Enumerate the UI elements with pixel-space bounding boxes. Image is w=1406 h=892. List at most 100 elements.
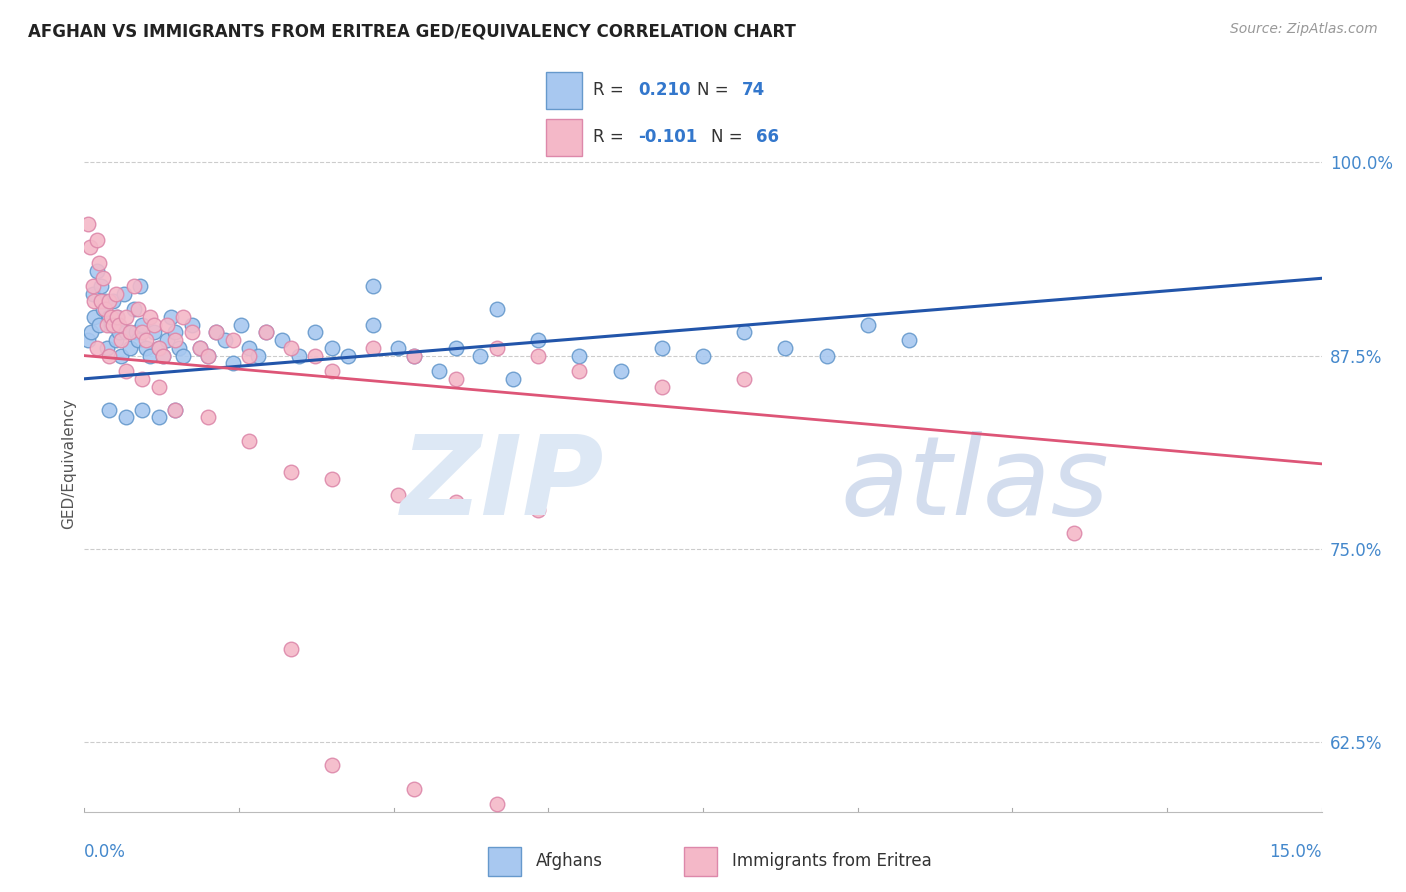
Point bbox=[280, 341, 302, 355]
Point bbox=[114, 326, 136, 340]
Point bbox=[527, 333, 550, 347]
Point bbox=[96, 341, 118, 355]
Text: Afghans: Afghans bbox=[536, 852, 603, 870]
Point bbox=[82, 279, 104, 293]
Point bbox=[172, 349, 194, 363]
Text: 0.0%: 0.0% bbox=[84, 843, 127, 861]
Point bbox=[502, 372, 524, 386]
Point bbox=[86, 233, 108, 247]
Point bbox=[108, 318, 131, 332]
Point bbox=[427, 364, 450, 378]
Point bbox=[79, 240, 101, 254]
Point bbox=[254, 326, 277, 340]
Point bbox=[148, 379, 170, 393]
Point bbox=[321, 341, 343, 355]
Text: ZIP: ZIP bbox=[401, 431, 605, 538]
Point bbox=[152, 349, 174, 363]
Point bbox=[167, 341, 190, 355]
Point bbox=[214, 333, 236, 347]
Point bbox=[165, 402, 187, 417]
Point bbox=[288, 349, 311, 363]
Point bbox=[180, 318, 202, 332]
Text: Immigrants from Eritrea: Immigrants from Eritrea bbox=[731, 852, 931, 870]
Text: -0.101: -0.101 bbox=[638, 128, 697, 146]
Point bbox=[156, 318, 179, 332]
Point bbox=[152, 349, 174, 363]
Point bbox=[103, 318, 125, 332]
Point bbox=[404, 781, 426, 796]
Point bbox=[815, 349, 838, 363]
Point bbox=[205, 326, 228, 340]
Point bbox=[172, 310, 194, 324]
Text: AFGHAN VS IMMIGRANTS FROM ERITREA GED/EQUIVALENCY CORRELATION CHART: AFGHAN VS IMMIGRANTS FROM ERITREA GED/EQ… bbox=[28, 22, 796, 40]
Point bbox=[444, 372, 467, 386]
Point bbox=[337, 349, 360, 363]
Point bbox=[105, 310, 128, 324]
Point bbox=[110, 333, 132, 347]
Text: 0.210: 0.210 bbox=[638, 81, 690, 99]
Point bbox=[651, 341, 673, 355]
Point bbox=[197, 349, 219, 363]
Point bbox=[165, 333, 187, 347]
Point bbox=[387, 341, 409, 355]
Point bbox=[82, 286, 104, 301]
Text: N =: N = bbox=[711, 128, 748, 146]
Point bbox=[98, 310, 121, 324]
Point bbox=[568, 364, 591, 378]
Point bbox=[114, 364, 136, 378]
Point bbox=[238, 434, 260, 448]
Point bbox=[98, 349, 121, 363]
Point bbox=[165, 326, 187, 340]
Point bbox=[108, 326, 131, 340]
Point bbox=[77, 217, 100, 231]
Point bbox=[165, 402, 187, 417]
Point bbox=[197, 410, 219, 425]
Point bbox=[105, 310, 128, 324]
Point bbox=[304, 326, 326, 340]
Point bbox=[94, 302, 117, 317]
Point bbox=[124, 326, 146, 340]
Point bbox=[94, 294, 117, 309]
Point bbox=[188, 341, 211, 355]
Point bbox=[143, 326, 166, 340]
Point bbox=[1063, 526, 1085, 541]
Point bbox=[197, 349, 219, 363]
Point bbox=[229, 318, 252, 332]
Point bbox=[148, 341, 170, 355]
Point bbox=[733, 372, 755, 386]
Point bbox=[86, 263, 108, 277]
Point bbox=[527, 349, 550, 363]
Point bbox=[609, 364, 631, 378]
Text: atlas: atlas bbox=[841, 431, 1109, 538]
Point bbox=[180, 326, 202, 340]
Point bbox=[254, 326, 277, 340]
Point bbox=[91, 271, 114, 285]
Text: R =: R = bbox=[593, 81, 630, 99]
Point bbox=[135, 333, 157, 347]
Point bbox=[118, 326, 141, 340]
Text: 74: 74 bbox=[742, 81, 766, 99]
Point bbox=[139, 349, 162, 363]
Point bbox=[527, 503, 550, 517]
Point bbox=[222, 356, 245, 370]
Point bbox=[321, 364, 343, 378]
Point bbox=[98, 402, 121, 417]
Point bbox=[444, 341, 467, 355]
Point bbox=[280, 465, 302, 479]
Point bbox=[485, 797, 508, 811]
Point bbox=[856, 318, 879, 332]
Point bbox=[321, 758, 343, 772]
Point bbox=[775, 341, 797, 355]
Point bbox=[122, 302, 145, 317]
Point bbox=[104, 286, 127, 301]
Text: 66: 66 bbox=[756, 128, 779, 146]
Point bbox=[131, 372, 153, 386]
Point bbox=[96, 318, 118, 332]
Point bbox=[127, 302, 149, 317]
Point bbox=[103, 294, 125, 309]
Point bbox=[114, 410, 136, 425]
Point bbox=[271, 333, 294, 347]
Text: 15.0%: 15.0% bbox=[1270, 843, 1322, 861]
Point bbox=[83, 310, 105, 324]
Point bbox=[160, 310, 183, 324]
